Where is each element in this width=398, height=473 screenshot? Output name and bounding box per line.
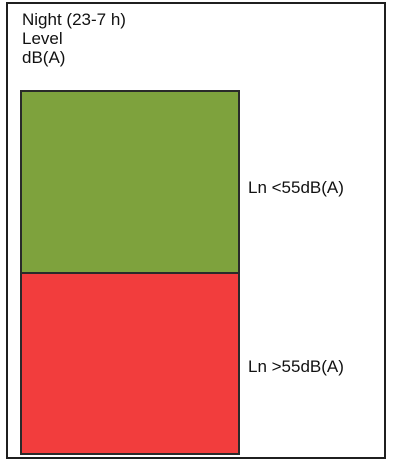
color-scale [20,90,240,455]
legend-subtitle-level: Level [22,29,63,48]
legend-header: Night (23-7 h) Level dB(A) [22,10,126,67]
swatch-divider [22,272,238,274]
legend-frame [6,2,386,459]
swatch-below-55 [22,92,238,272]
legend-title: Night (23-7 h) [22,10,126,29]
label-above-55: Ln >55dB(A) [248,357,344,376]
swatch-above-55 [22,274,238,453]
label-below-55: Ln <55dB(A) [248,178,344,197]
legend-unit: dB(A) [22,48,66,67]
